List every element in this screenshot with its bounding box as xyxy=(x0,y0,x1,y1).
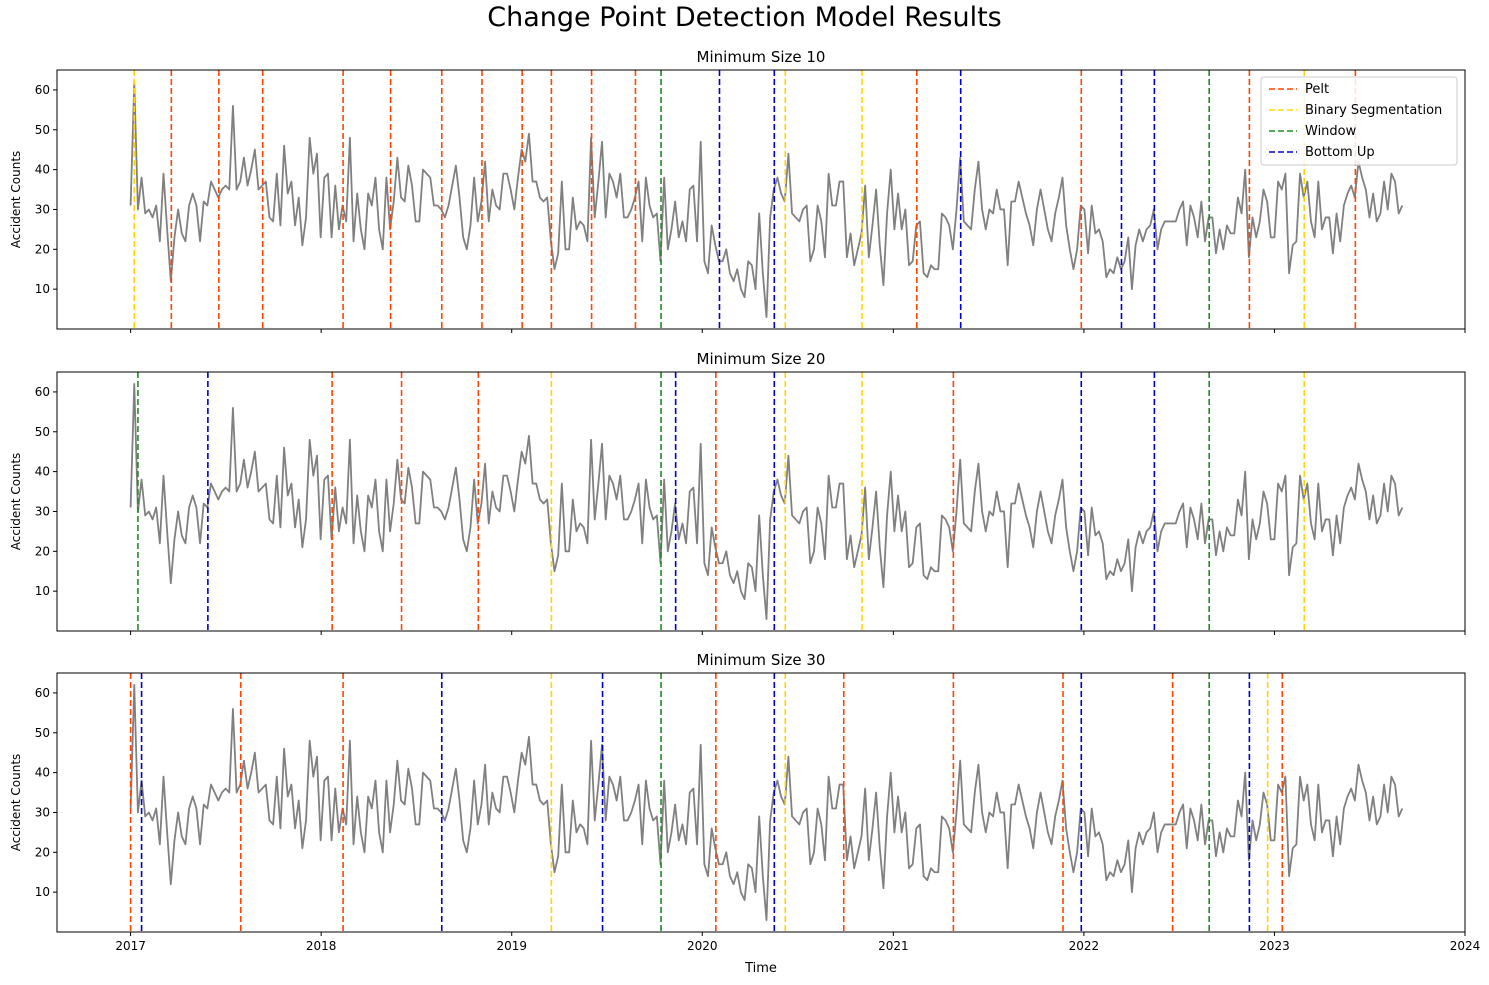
x-tick-label: 2024 xyxy=(1450,939,1481,953)
y-tick-label: 10 xyxy=(35,282,50,296)
y-tick-label: 60 xyxy=(35,686,50,700)
y-tick-label: 10 xyxy=(35,885,50,899)
subplot-title: Minimum Size 30 xyxy=(697,651,826,669)
plot-area xyxy=(57,372,1465,631)
subplot-3: Minimum Size 30 10 20 30 40 50 60 Accident Coun… xyxy=(9,651,1480,953)
y-tick-label: 40 xyxy=(35,465,50,479)
x-tick-label: 2023 xyxy=(1259,939,1290,953)
x-tick-label: 2021 xyxy=(878,939,909,953)
axes-frame xyxy=(56,371,1466,632)
legend-label: Pelt xyxy=(1305,82,1329,97)
axes-frame xyxy=(56,672,1466,933)
figure-title: Change Point Detection Model Results xyxy=(487,2,1002,33)
y-tick-label: 40 xyxy=(35,163,50,177)
x-axis-label: Time xyxy=(744,961,777,976)
y-tick-label: 50 xyxy=(35,123,50,137)
y-tick-label: 60 xyxy=(35,83,50,97)
y-tick-label: 30 xyxy=(35,805,50,819)
subplot-title: Minimum Size 20 xyxy=(697,350,826,368)
subplot-title: Minimum Size 10 xyxy=(697,48,826,66)
y-tick-label: 50 xyxy=(35,726,50,740)
legend-label: Window xyxy=(1305,124,1357,139)
y-tick-label: 60 xyxy=(35,385,50,399)
y-axis-label: Accident Counts xyxy=(9,453,23,551)
subplot-1: Minimum Size 10 10 20 30 40 50 60 Accident Coun… xyxy=(9,48,1466,333)
legend-label: Bottom Up xyxy=(1305,145,1375,160)
y-tick-label: 20 xyxy=(35,845,50,859)
legend-box xyxy=(1260,76,1458,166)
legend-label: Binary Segmentation xyxy=(1305,103,1442,118)
x-tick-label: 2019 xyxy=(496,939,527,953)
subplot-2: Minimum Size 20 10 20 30 40 50 60 Accident Coun… xyxy=(9,350,1466,635)
y-tick-label: 30 xyxy=(35,504,50,518)
y-tick-label: 20 xyxy=(35,242,50,256)
plot-area xyxy=(57,70,1465,329)
plot-area xyxy=(57,673,1465,932)
x-tick-label: 2020 xyxy=(687,939,718,953)
y-tick-label: 40 xyxy=(35,766,50,780)
x-tick-label: 2022 xyxy=(1069,939,1100,953)
legend: Pelt Binary Segmentation Window Bottom Up xyxy=(1260,76,1458,166)
x-tick-label: 2018 xyxy=(306,939,337,953)
y-axis-label: Accident Counts xyxy=(9,151,23,249)
y-tick-label: 50 xyxy=(35,425,50,439)
y-tick-label: 30 xyxy=(35,202,50,216)
axes-frame xyxy=(56,69,1466,330)
x-tick-label: 2017 xyxy=(115,939,146,953)
y-tick-label: 20 xyxy=(35,544,50,558)
y-tick-label: 10 xyxy=(35,584,50,598)
y-axis-label: Accident Counts xyxy=(9,754,23,852)
series-line xyxy=(129,383,1404,620)
